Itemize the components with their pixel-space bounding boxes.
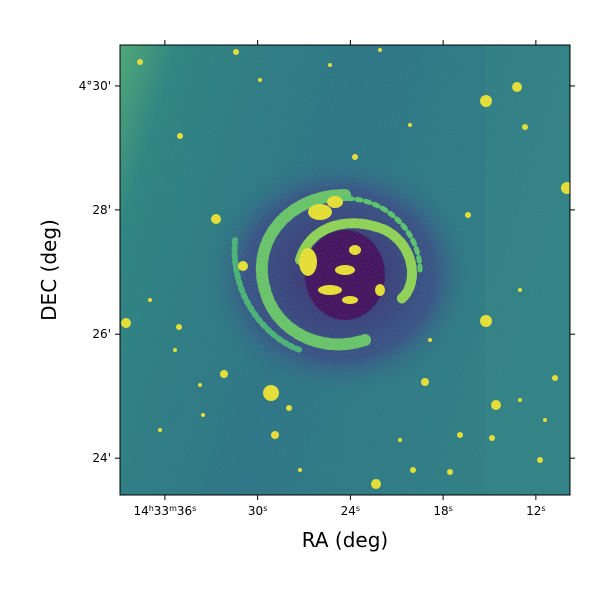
x-tick-label: 14h33m36s (133, 504, 196, 519)
frame (119, 44, 571, 496)
y-tick-label: 28' (92, 203, 111, 217)
x-tick-label: 24s (341, 504, 360, 519)
y-axis-label: DEC (deg) (37, 219, 61, 321)
x-tick-label: 18s (433, 504, 452, 519)
y-tick-label: 26' (92, 327, 111, 341)
x-tick-label: 30s (248, 504, 267, 519)
y-tick-label: 4°30' (79, 79, 111, 93)
image (120, 45, 570, 495)
x-axis-label: RA (deg) (302, 528, 388, 552)
y-tick-label: 24' (92, 451, 111, 465)
x-tick-label: 12s (526, 504, 545, 519)
